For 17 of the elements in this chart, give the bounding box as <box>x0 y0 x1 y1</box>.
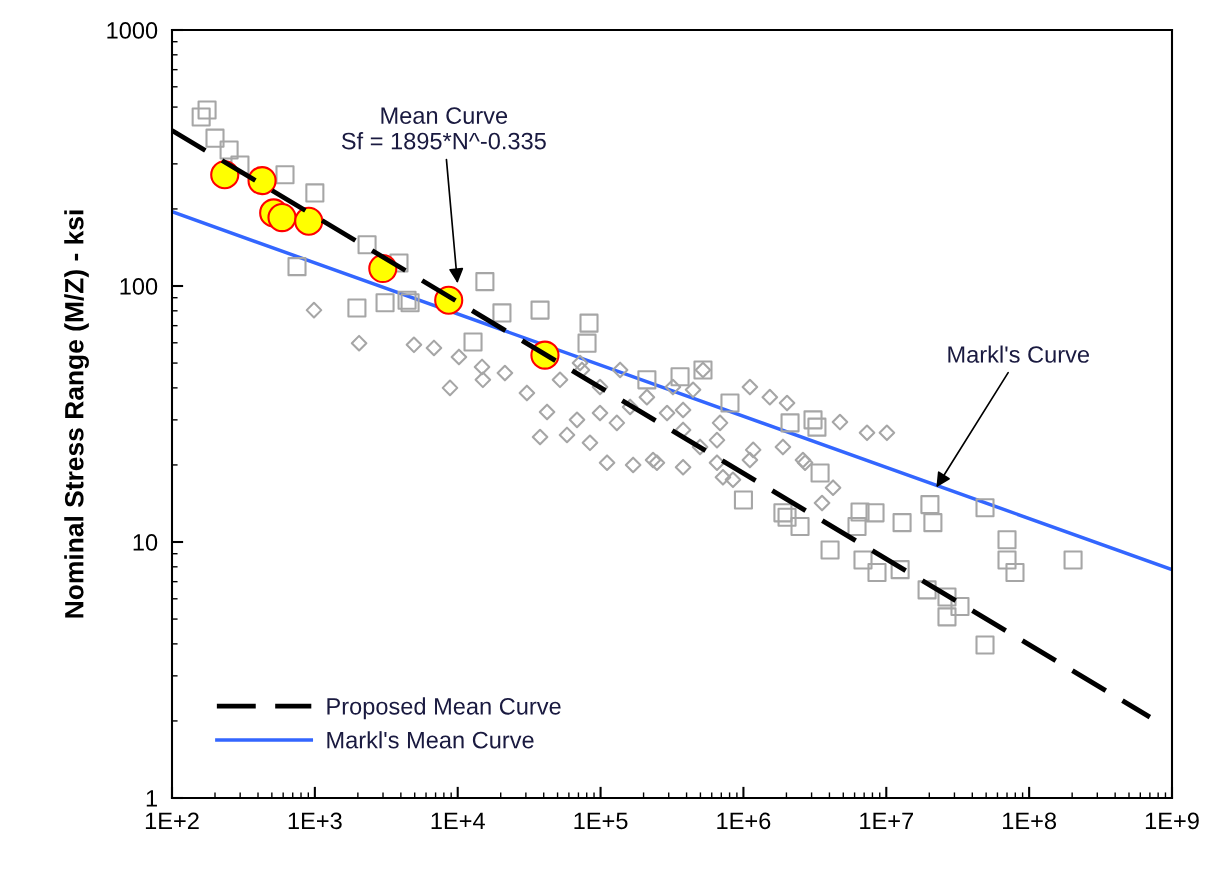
y-tick-label: 100 <box>120 278 158 295</box>
x-tick-label: 1E+7 <box>860 812 913 829</box>
x-tick-label: 1E+9 <box>1145 812 1199 830</box>
legend-label: Markl's Mean Curve <box>327 731 534 749</box>
y-tick-label: 1 <box>146 790 157 807</box>
x-tick-label: 1E+4 <box>431 812 485 829</box>
x-tick-label: 1E+3 <box>288 812 342 830</box>
x-tick-label: 1E+6 <box>717 812 771 830</box>
y-tick-label: 10 <box>133 534 158 551</box>
y-tick-label: 1000 <box>107 22 158 39</box>
annotation: Markl's Curve <box>948 345 1089 363</box>
x-tick-label: 1E+2 <box>145 812 199 829</box>
legend-label: Proposed Mean Curve <box>327 697 561 720</box>
x-tick-label: 1E+8 <box>1003 812 1057 830</box>
annotation: Mean Curve Sf = 1895*N^-0.335 <box>341 107 546 150</box>
x-tick-label: 1E+5 <box>574 812 628 830</box>
y-axis-title: Nominal Stress Range (M/Z) - ksi <box>64 210 89 618</box>
